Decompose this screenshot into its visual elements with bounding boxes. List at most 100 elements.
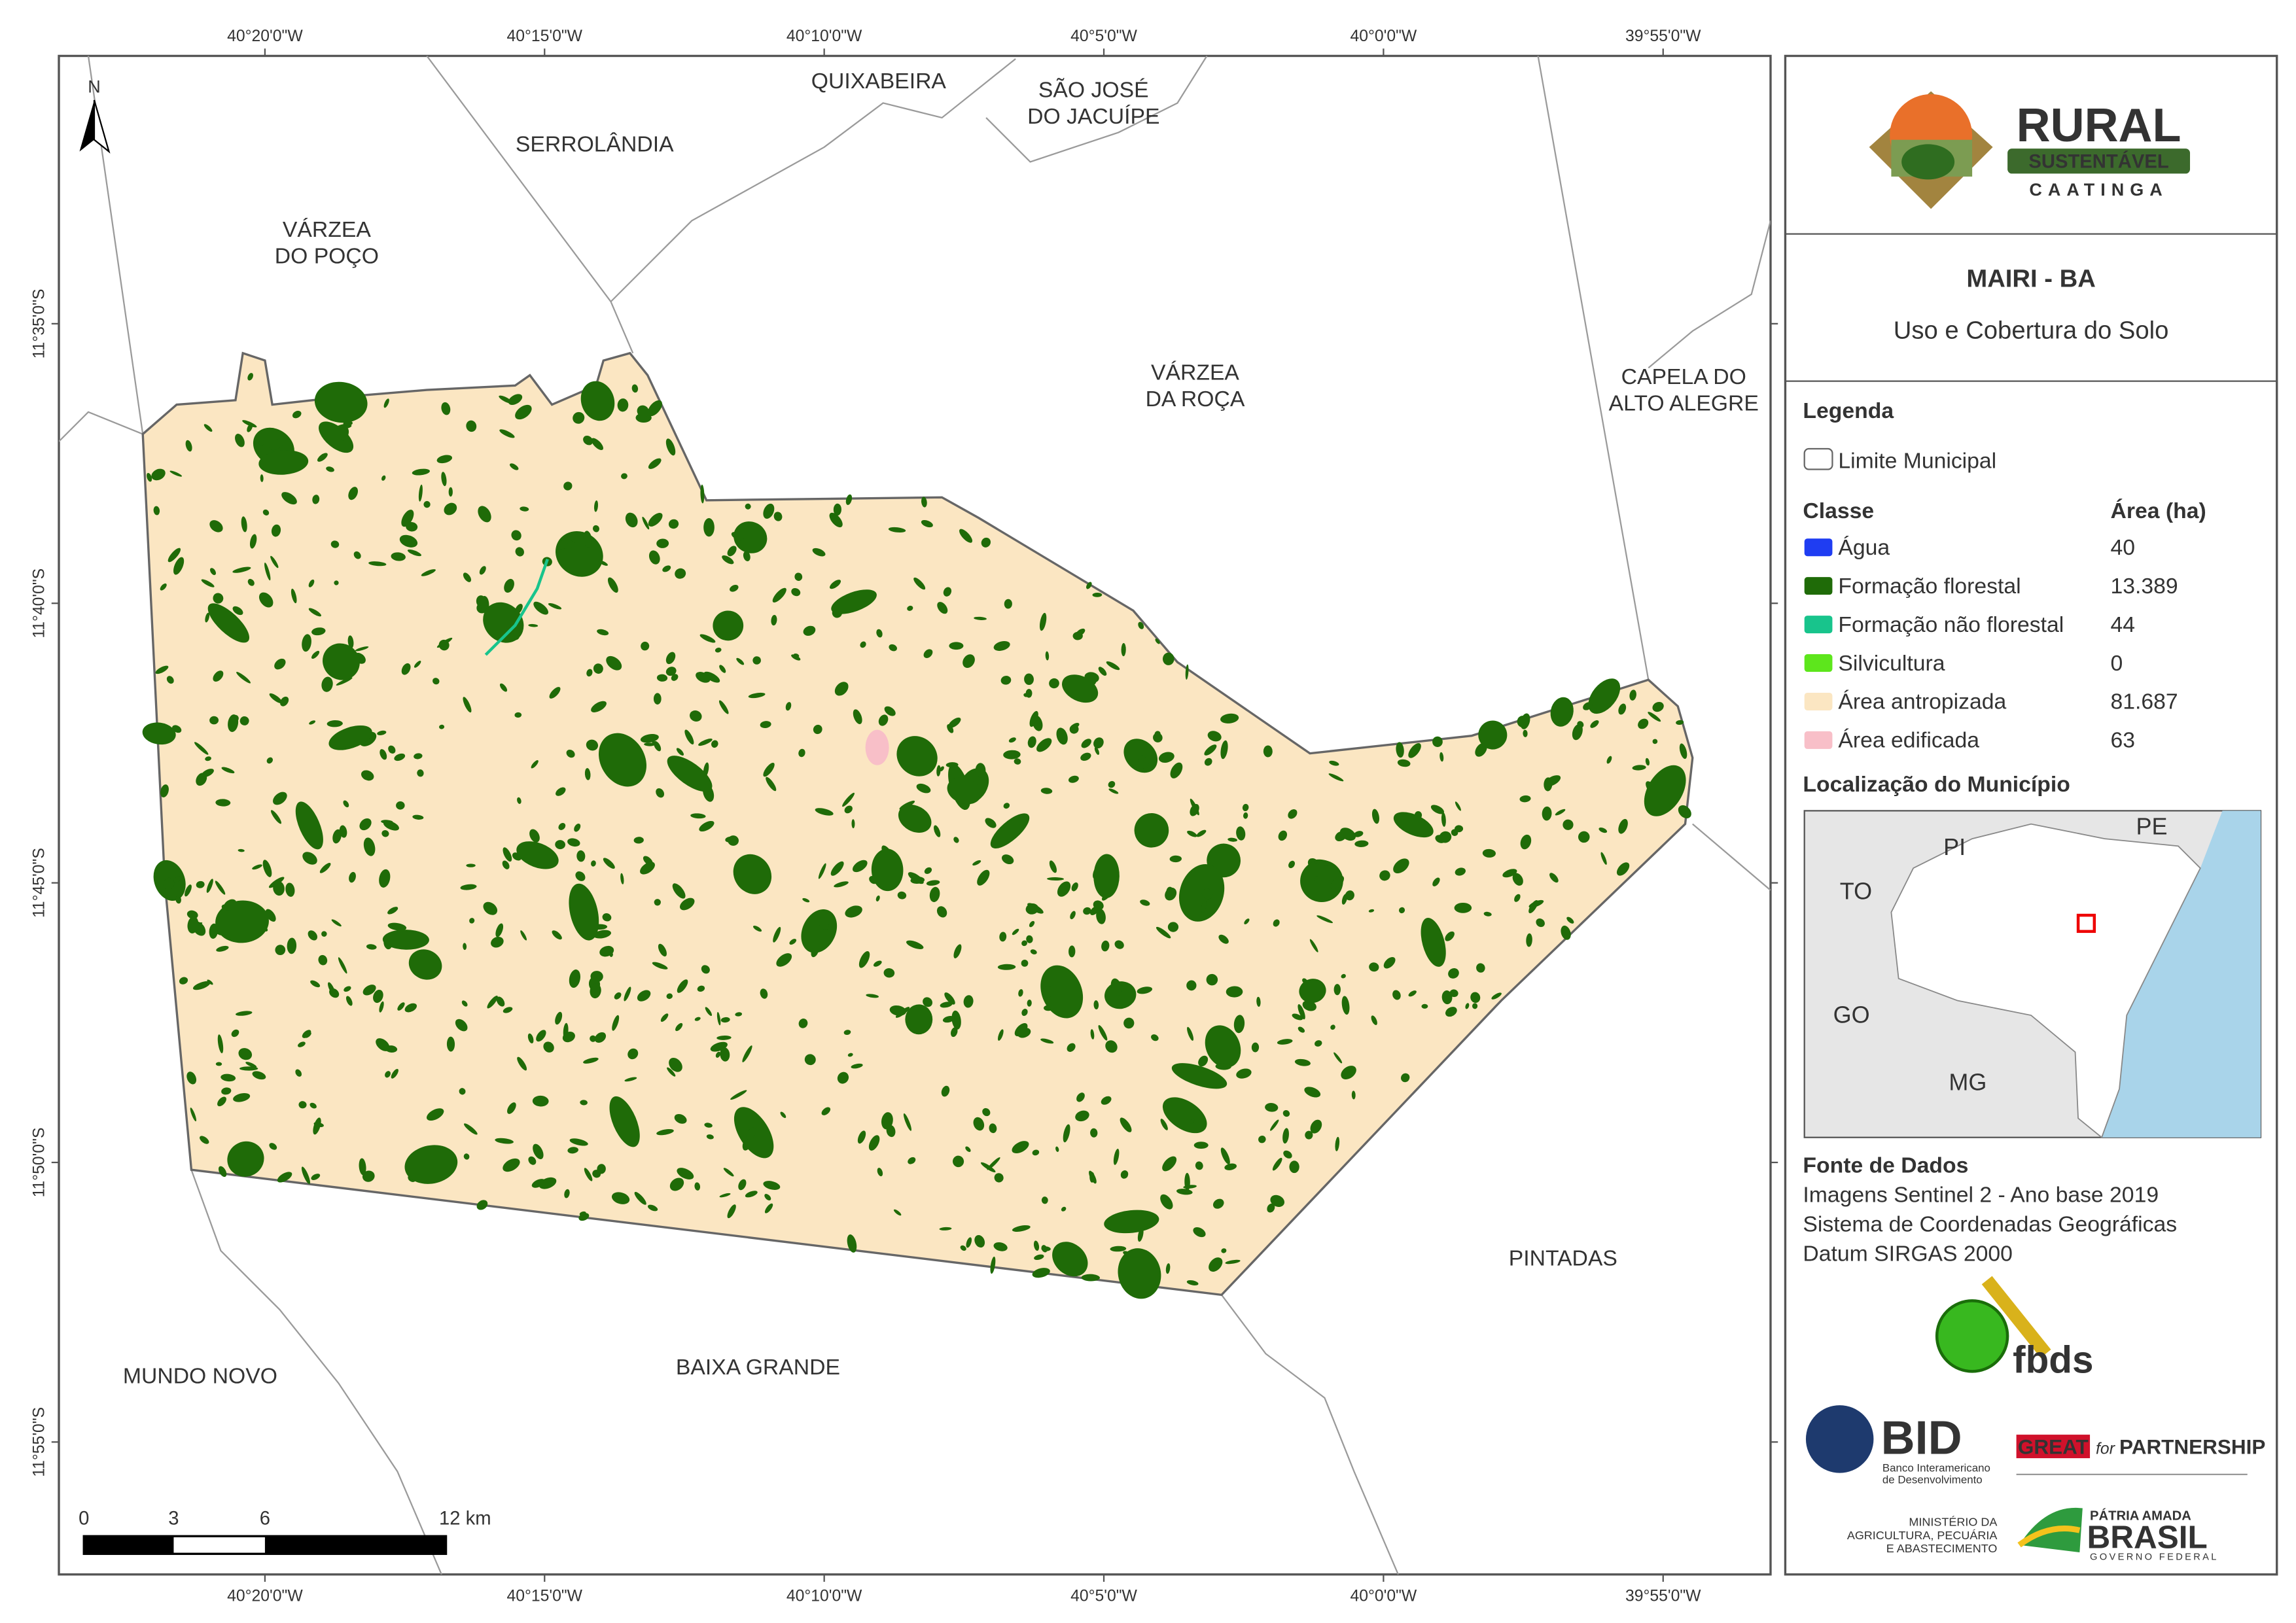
- forest-patch: [599, 945, 614, 957]
- forest-patch: [1045, 651, 1050, 661]
- forest-patch: [1110, 978, 1122, 996]
- forest-patch: [883, 968, 895, 978]
- forest-patch: [569, 883, 599, 941]
- place-name: PINTADAS: [1509, 1246, 1617, 1270]
- forest-patch: [1676, 720, 1684, 725]
- forest-patch: [153, 506, 160, 515]
- forest-patch: [495, 1138, 514, 1144]
- forest-patch: [794, 572, 803, 582]
- forest-patch: [1120, 1170, 1129, 1179]
- forest-patch: [291, 588, 297, 604]
- forest-patch: [407, 549, 422, 557]
- forest-patch: [1003, 750, 1021, 759]
- forest-patch: [1040, 1038, 1054, 1044]
- place-name: VÁRZEA: [283, 217, 371, 242]
- forest-patch: [385, 1071, 391, 1078]
- forest-patch: [436, 455, 453, 464]
- forest-patch: [1139, 755, 1149, 769]
- forest-patch: [564, 1189, 570, 1198]
- forest-patch: [1638, 718, 1649, 729]
- forest-patch: [236, 672, 251, 684]
- forest-patch: [270, 555, 279, 568]
- forest-patch: [192, 981, 211, 990]
- forest-patch: [496, 996, 505, 1007]
- forest-patch: [1618, 818, 1628, 834]
- forest-patch: [878, 714, 889, 726]
- forest-patch: [217, 1096, 226, 1107]
- forest-patch: [1283, 1150, 1292, 1159]
- forest-patch: [574, 824, 581, 832]
- forest-patch: [379, 869, 391, 888]
- forest-patch: [731, 532, 744, 541]
- brasil-flag: [2017, 1526, 2081, 1548]
- forest-patch: [1270, 1119, 1279, 1131]
- forest-patch: [812, 548, 826, 557]
- forest-patch: [448, 487, 453, 497]
- forest-patch: [1025, 689, 1033, 698]
- forest-patch: [1012, 928, 1019, 935]
- forest-patch: [1598, 827, 1608, 833]
- forest-patch: [1600, 852, 1607, 865]
- partner-logo: BRASIL: [2087, 1519, 2208, 1555]
- forest-patch: [573, 411, 585, 424]
- forest-patch: [1445, 1007, 1457, 1017]
- forest-patch: [260, 474, 264, 482]
- forest-patch: [441, 472, 447, 487]
- longitude-label: 39°55'0"W: [1625, 1587, 1701, 1605]
- forest-patch: [1195, 1161, 1203, 1170]
- forest-patch: [916, 783, 931, 794]
- forest-patch: [845, 494, 853, 505]
- forest-patch: [1001, 854, 1014, 865]
- forest-patch: [548, 602, 562, 610]
- forest-patch: [1162, 652, 1174, 665]
- forest-patch: [893, 1209, 902, 1216]
- forest-patch: [404, 1145, 458, 1184]
- forest-patch: [536, 1030, 546, 1042]
- forest-patch: [943, 587, 952, 597]
- forest-patch: [1251, 1042, 1260, 1053]
- forest-patch: [642, 516, 650, 530]
- forest-patch: [1183, 1185, 1197, 1189]
- forest-patch: [1138, 621, 1144, 629]
- forest-patch: [738, 1179, 747, 1191]
- forest-patch: [311, 1174, 321, 1180]
- forest-patch: [945, 762, 959, 768]
- forest-patch: [343, 800, 349, 808]
- forest-patch: [1263, 745, 1273, 758]
- forest-patch: [1204, 744, 1217, 756]
- forest-patch: [441, 402, 451, 415]
- forest-patch: [884, 706, 896, 716]
- forest-patch: [1093, 900, 1104, 911]
- latitude-label: 11°45'0"S: [31, 848, 48, 918]
- forest-patch: [1205, 1025, 1241, 1068]
- forest-patch: [843, 1030, 851, 1036]
- forest-patch: [947, 777, 981, 805]
- forest-patch: [1243, 812, 1248, 819]
- forest-patch: [1341, 894, 1348, 905]
- legend-label: Formação florestal: [1838, 574, 2021, 599]
- forest-patch: [1123, 1017, 1135, 1029]
- forest-patch: [1008, 737, 1016, 743]
- forest-patch: [1171, 1063, 1227, 1089]
- place-name: MUNDO NOVO: [123, 1363, 277, 1388]
- forest-patch: [990, 1256, 996, 1274]
- forest-patch: [511, 530, 521, 541]
- forest-patch: [239, 1066, 258, 1071]
- forest-patch: [557, 540, 568, 550]
- forest-patch: [168, 548, 181, 563]
- forest-patch: [1220, 740, 1228, 759]
- forest-patch: [977, 869, 990, 886]
- forest-patch: [1333, 1052, 1343, 1064]
- forest-patch: [344, 986, 351, 992]
- forest-patch: [309, 720, 316, 725]
- forest-patch: [1328, 773, 1344, 782]
- inset-label: MG: [1949, 1069, 1987, 1096]
- forest-patch: [205, 612, 210, 623]
- forest-patch: [273, 792, 287, 805]
- forest-patch: [412, 814, 424, 820]
- forest-patch: [1277, 1039, 1293, 1045]
- forest-patch: [1052, 1242, 1088, 1277]
- forest-patch: [380, 749, 387, 760]
- forest-patch: [847, 1053, 853, 1057]
- forest-patch: [700, 484, 705, 504]
